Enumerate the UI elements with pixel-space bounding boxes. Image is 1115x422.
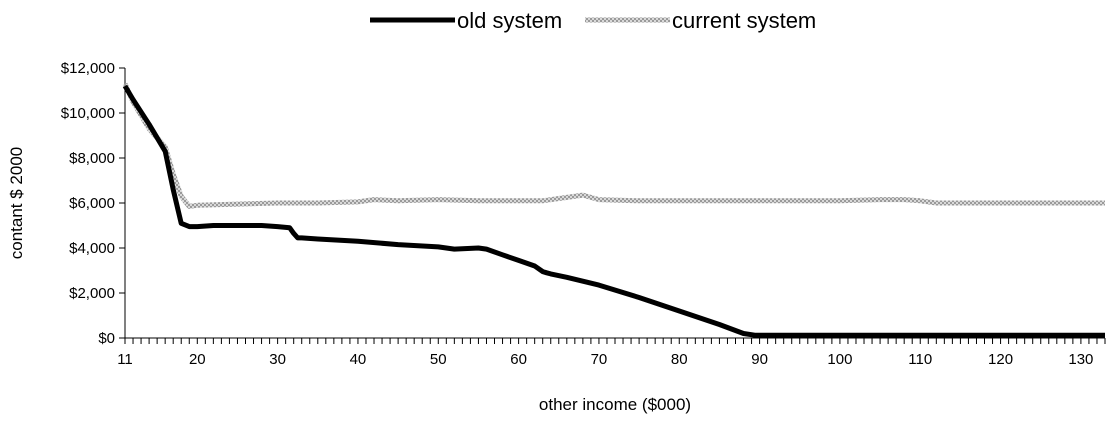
x-tick-label: 40 [350,351,367,368]
legend-label-old-system: old system [457,8,562,33]
legend: old system current system [370,8,816,33]
y-axis-title: contant $ 2000 [7,147,26,259]
y-tick-label: $8,000 [69,150,115,167]
x-tick-label: 20 [189,351,206,368]
legend-label-current-system: current system [672,8,816,33]
series-layer [122,82,1105,338]
x-tick-label: 80 [671,351,688,368]
x-axis-title: other income ($000) [539,395,691,414]
x-tick-label: 90 [751,351,768,368]
y-tick-label: $6,000 [69,195,115,212]
series-line-current-system [122,82,1105,209]
x-axis-ticks: 11 20 30 40 50 60 70 80 90 100 110 120 130 [117,338,1106,368]
y-tick-label: $2,000 [69,285,115,302]
x-tick-label: 110 [908,351,932,368]
x-tick-label: 70 [591,351,608,368]
x-tick-label: 120 [988,351,1013,368]
y-axis-ticks: $0 $2,000 $4,000 $6,000 $8,000 $10,000 $12,000 [61,60,125,347]
x-tick-label: 30 [269,351,286,368]
x-tick-label: 100 [827,351,852,368]
x-tick-label: 130 [1068,351,1093,368]
x-tick-label: 11 [117,351,133,368]
x-tick-label: 50 [430,351,447,368]
y-tick-label: $4,000 [69,240,115,257]
series-line-old-system [122,84,1105,338]
x-tick-label: 60 [510,351,527,368]
y-tick-label: $0 [98,330,115,347]
y-tick-label: $12,000 [61,60,115,77]
y-tick-label: $10,000 [61,105,115,122]
